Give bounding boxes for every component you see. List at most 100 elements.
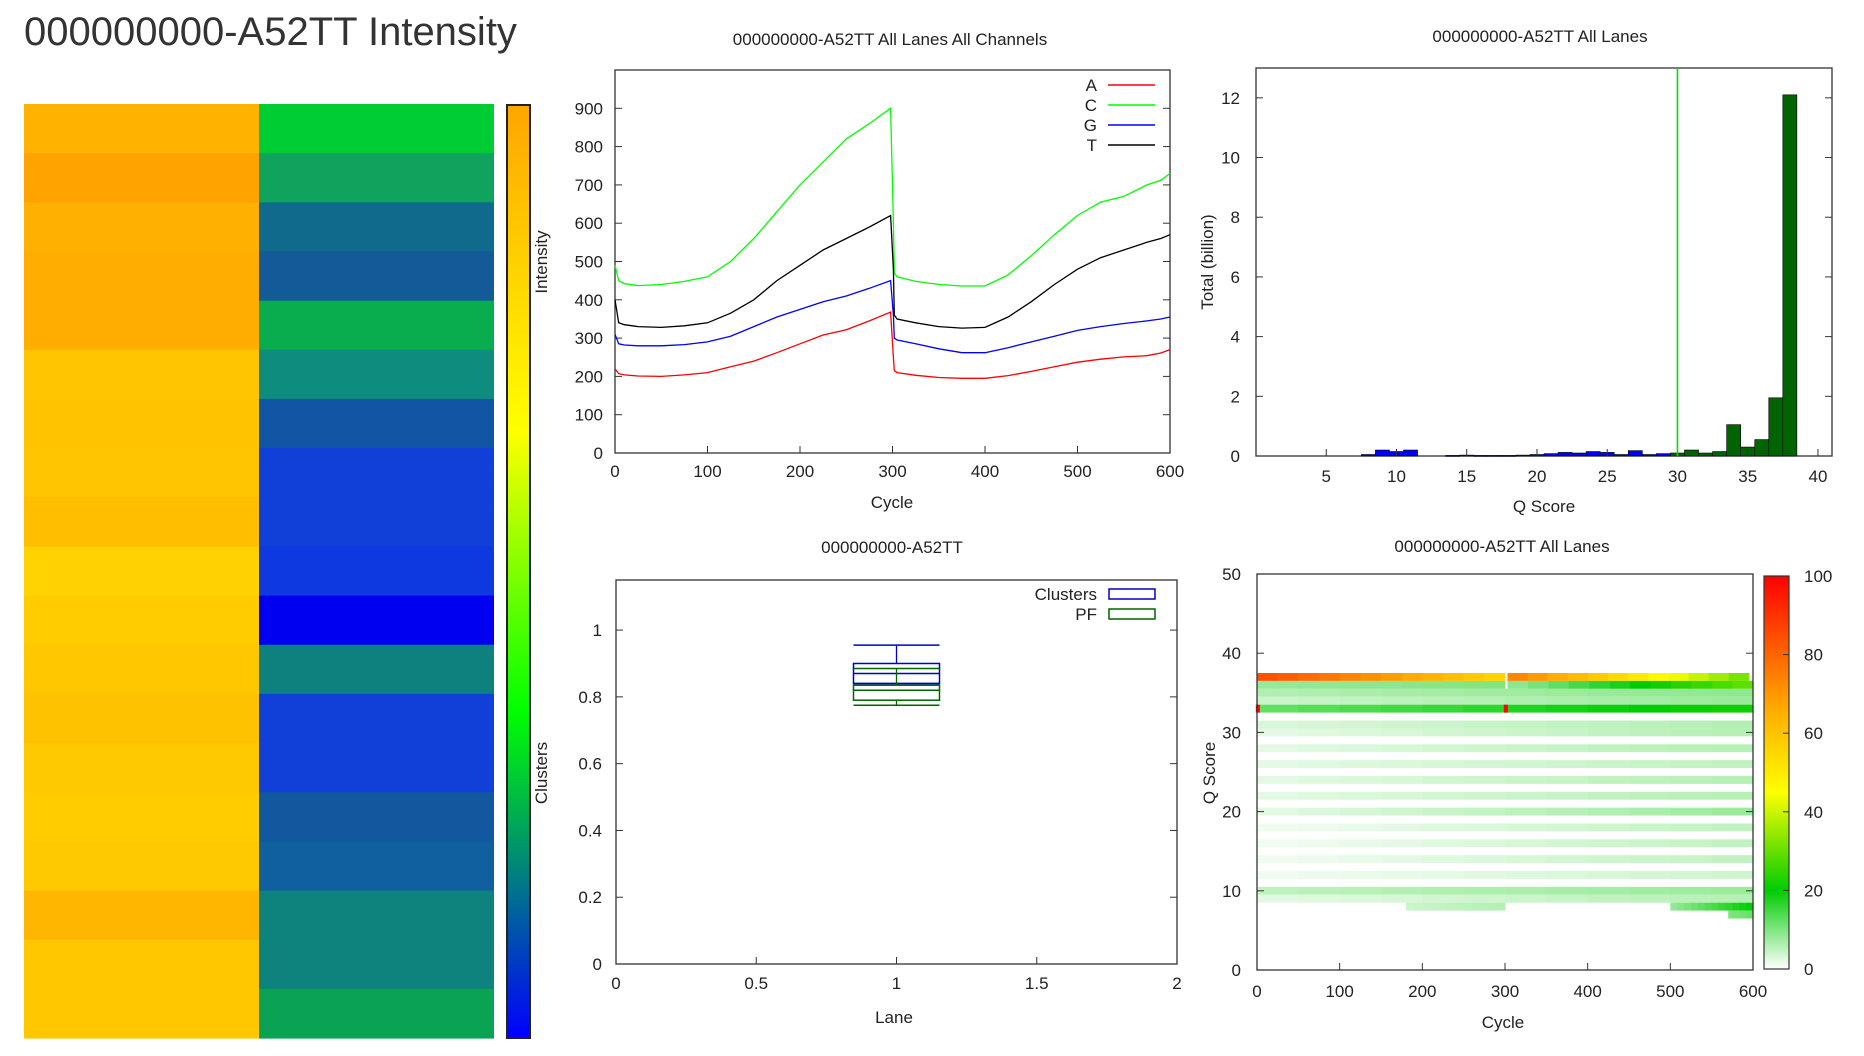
x-tick-label: 1.5	[1025, 974, 1049, 993]
heatmap-cell	[1381, 894, 1423, 903]
heatmap-cell	[1546, 791, 1589, 800]
y-tick-label: 300	[575, 329, 603, 348]
heatmap-cell	[1746, 910, 1750, 919]
heatmap-cell	[1546, 688, 1589, 697]
heatmap-cell	[1463, 855, 1506, 864]
chart-title: 000000000-A52TT All Lanes All Channels	[733, 30, 1047, 49]
histogram-bar	[1487, 455, 1503, 457]
page-title: 000000000-A52TT Intensity	[24, 10, 517, 54]
clusters-tile	[259, 595, 494, 646]
heatmap-cell	[1443, 680, 1465, 689]
heatmap-cell	[1463, 728, 1506, 737]
heatmap-cell	[1298, 855, 1341, 864]
heatmap-cell	[1381, 673, 1403, 681]
heatmap-cell	[1463, 807, 1506, 816]
y-axis-label: Q Score	[1200, 742, 1219, 804]
heatmap-cell	[1704, 902, 1713, 911]
heatmap-cell	[1257, 839, 1299, 848]
heatmap-cell	[1339, 728, 1382, 737]
heatmap-cell	[1484, 680, 1506, 689]
x-tick-label: 600	[1156, 462, 1184, 481]
series-line-a	[614, 311, 1171, 379]
heatmap-cell	[1257, 807, 1299, 816]
heatmap-cell	[1422, 673, 1444, 681]
heatmap-cell	[1629, 871, 1671, 879]
heatmap-cell	[1629, 791, 1671, 800]
histogram-bar	[1754, 439, 1770, 457]
clusters-tile	[259, 497, 494, 548]
heatmap-cell	[1608, 673, 1629, 681]
all-channels-chart: 000000000-A52TT All Lanes All Channels 0…	[575, 30, 1185, 512]
heatmap-cell	[1507, 673, 1528, 681]
heatmap-cell	[1587, 886, 1630, 895]
heatmap-cell	[1339, 720, 1382, 729]
heatmap-cell	[1670, 688, 1713, 697]
heatmap-cell	[1629, 886, 1671, 895]
heatmap-cell	[1463, 696, 1506, 705]
box-body	[852, 684, 941, 701]
colorbar-tick-label: 100	[1804, 567, 1832, 586]
heatmap-cell	[1711, 760, 1754, 769]
heatmap-cell	[1257, 894, 1299, 903]
x-tick-label: 400	[971, 462, 999, 481]
heatmap-cell	[1277, 680, 1299, 689]
heatmap-cell	[1257, 775, 1299, 784]
y-tick-label: 10	[1222, 882, 1241, 901]
heatmap-cell	[1484, 673, 1506, 681]
colorbar-label-intensity: Intensity	[532, 230, 551, 294]
heatmap-cell	[1422, 696, 1465, 705]
heatmap-cell	[1488, 902, 1498, 911]
heatmap-cell	[1711, 871, 1754, 879]
clusters-tile	[259, 841, 494, 892]
heatmap-cell	[1455, 902, 1465, 911]
heatmap-cell	[1298, 775, 1341, 784]
heatmap-cell	[1725, 902, 1733, 911]
heatmap-cell	[1463, 744, 1506, 753]
heatmap-cell	[1587, 871, 1630, 879]
heatmap-cell	[1736, 910, 1739, 919]
heatmap-cell	[1298, 894, 1341, 903]
heatmap-cell	[1629, 720, 1671, 729]
intensity-tile	[24, 693, 259, 744]
y-tick-label: 400	[575, 291, 603, 310]
heatmap-cell	[1629, 855, 1671, 864]
intensity-tile	[24, 595, 259, 646]
heatmap-cell	[1629, 760, 1671, 769]
heatmap-cell	[1730, 910, 1733, 919]
series-line-t	[614, 214, 1171, 329]
intensity-tile	[24, 792, 259, 842]
heatmap-cell	[1711, 704, 1754, 713]
x-tick-label: 300	[1491, 982, 1519, 1001]
heatmap-cell	[1505, 807, 1547, 816]
histogram-bar	[1557, 452, 1573, 457]
heatmap-cell	[1298, 791, 1341, 800]
heatmap-colorbar	[1763, 575, 1790, 970]
histogram-bar	[1585, 451, 1601, 457]
heatmap-cell	[1711, 886, 1754, 895]
heatmap-cell	[1629, 807, 1671, 816]
heatmap-cell	[1670, 871, 1713, 879]
y-tick-label: 200	[575, 367, 603, 386]
heatmap-cell	[1257, 886, 1299, 895]
heatmap-cell	[1298, 720, 1341, 729]
colorbar-tick-label: 20	[1804, 881, 1823, 900]
heatmap-cell	[1742, 910, 1746, 919]
series-line-g	[614, 279, 1171, 354]
x-tick-label: 600	[1739, 982, 1767, 1001]
clusters-tile	[259, 988, 494, 1039]
heatmap-cell	[1438, 902, 1448, 911]
heatmap-cell	[1744, 910, 1748, 919]
heatmap-cell	[1670, 886, 1713, 895]
heatmap-cell	[1422, 902, 1431, 911]
heatmap-cell	[1629, 696, 1671, 705]
heatmap-cell	[1505, 886, 1547, 895]
y-tick-label: 0.8	[578, 688, 602, 707]
y-tick-label: 0	[1232, 961, 1241, 980]
heatmap-cell	[1505, 855, 1547, 864]
heatmap-cell	[1480, 902, 1489, 911]
y-tick-label: 0	[594, 444, 603, 463]
heatmap-cell	[1711, 823, 1754, 832]
heatmap-cell	[1505, 871, 1547, 879]
histogram-bar	[1445, 455, 1461, 457]
